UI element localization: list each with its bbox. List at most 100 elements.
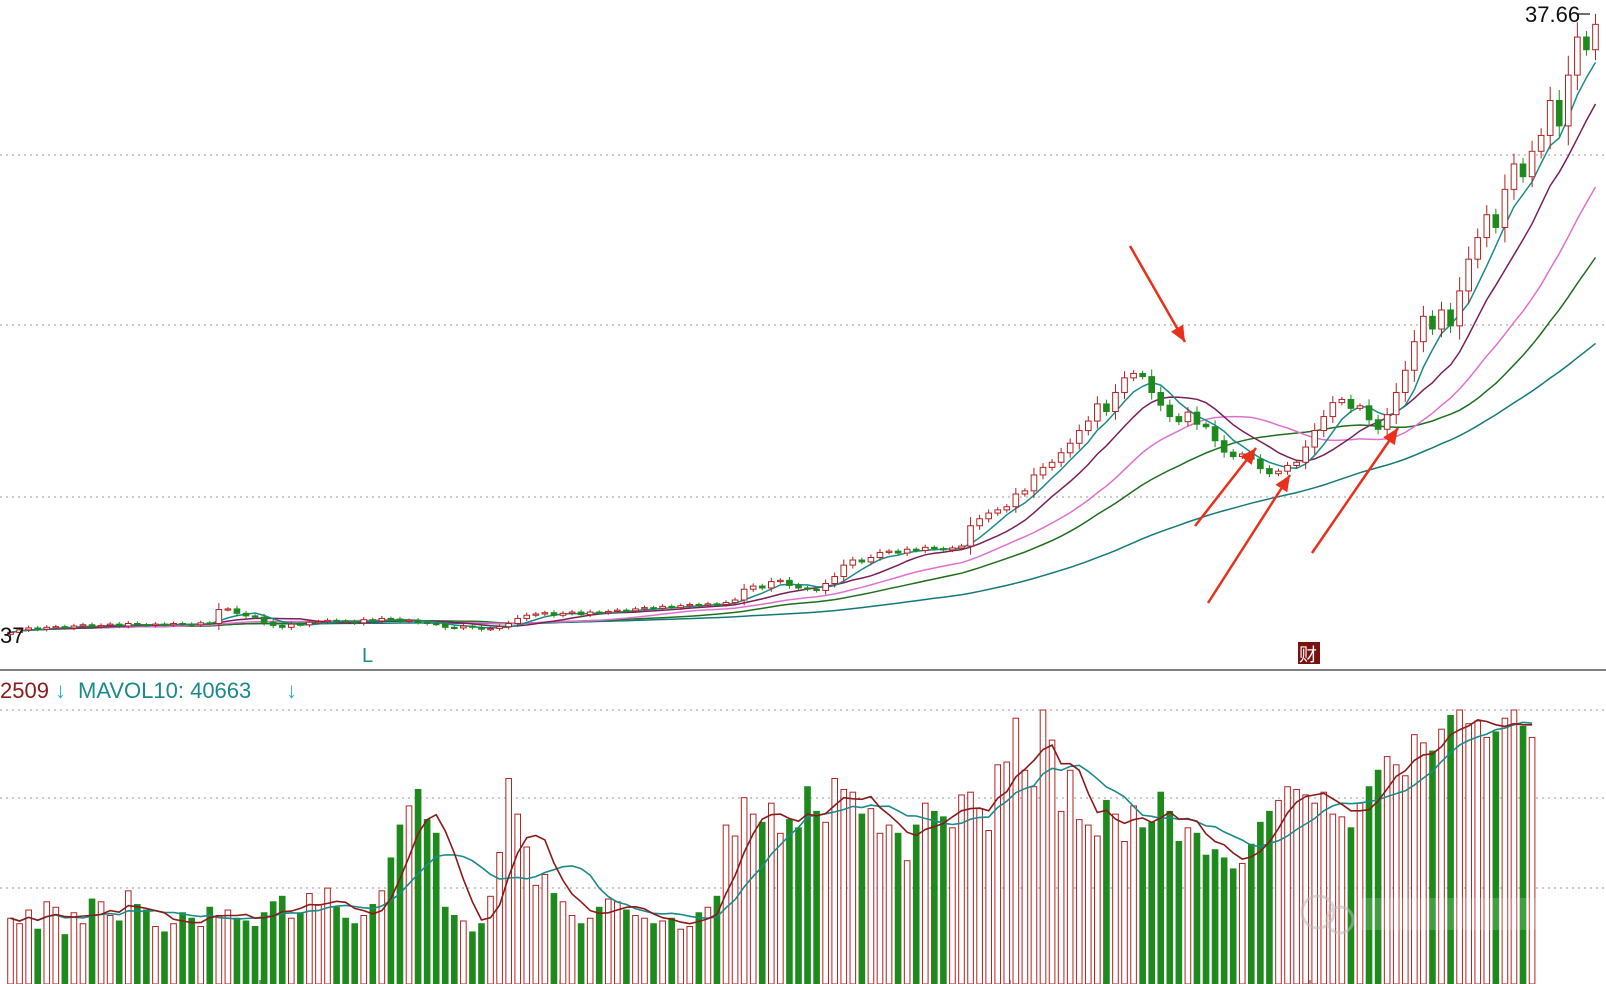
candle-up [1284, 464, 1291, 472]
candle-up [604, 610, 612, 614]
volume-bar-down [451, 915, 458, 984]
volume-bar-up [767, 802, 775, 984]
candle-up [106, 623, 114, 626]
candle-up [1293, 461, 1300, 466]
candle-down [623, 609, 630, 612]
candle-up [1112, 391, 1119, 413]
volume-bar-down [1148, 821, 1155, 984]
high-price-label: 37.66 [1525, 2, 1580, 27]
candle-up [985, 512, 992, 520]
candle-up [1474, 237, 1482, 260]
candle-up [876, 551, 884, 558]
candle-up [976, 518, 983, 527]
candle-up [1184, 411, 1192, 423]
volume-bar-up [1528, 736, 1536, 984]
volume-bar-down [242, 920, 250, 984]
candle-up [79, 624, 87, 627]
candle-up [586, 611, 594, 616]
volume-bar-up [1066, 769, 1074, 984]
candle-up [1592, 23, 1599, 51]
volume-bar-up [749, 813, 757, 984]
candle-up [1003, 506, 1011, 511]
candle-down [396, 618, 404, 622]
volume-bar-up [967, 791, 974, 984]
volume-bar-up [659, 920, 666, 984]
volume-bar-up [1456, 709, 1463, 984]
candle-down [161, 623, 168, 626]
volume-bar-up [903, 860, 911, 984]
volume-bar-down [61, 934, 69, 984]
candle-down [1447, 309, 1454, 327]
candle-up [659, 605, 666, 609]
candle-up [1130, 372, 1137, 379]
volume-bar-down [342, 917, 349, 984]
volume-bar-up [1356, 802, 1364, 984]
candle-up [505, 622, 512, 628]
volume-bar-up [614, 901, 621, 984]
volume-bar-down [695, 912, 703, 984]
candle-up [1537, 134, 1545, 152]
volume-bar-up [405, 805, 413, 984]
candle-down [931, 546, 938, 550]
candle-up [1356, 405, 1364, 409]
volume-bar-up [514, 813, 522, 984]
candle-up [1021, 490, 1029, 495]
volume-bar-up [1302, 794, 1309, 984]
candle-up [306, 621, 313, 626]
candle-up [1012, 493, 1020, 508]
annotation-arrow-head [1275, 475, 1290, 493]
candle-up [831, 576, 839, 585]
volume-bar-up [1501, 717, 1509, 984]
candle-down [333, 619, 340, 623]
volume-bar-down [1139, 827, 1146, 984]
volume-bar-up [867, 808, 875, 984]
candle-down [188, 623, 195, 626]
volume-bar-up [532, 884, 540, 984]
annotation-arrow-shaft [1128, 245, 1187, 343]
candle-up [903, 548, 911, 554]
candle-down [1266, 468, 1273, 475]
candle-down [1175, 416, 1183, 423]
volume-bar-up [677, 928, 685, 984]
candle-up [967, 525, 974, 547]
volume-bar-up [43, 901, 51, 984]
volume-bar-up [1075, 819, 1083, 984]
volume-bar-up [704, 906, 712, 984]
volume-bar-down [1157, 791, 1165, 984]
watermark-logo [1300, 894, 1550, 935]
candle-down [134, 622, 141, 626]
volume-bar-up [170, 923, 177, 984]
volume-bar-down [813, 810, 820, 984]
volume-bar-up [523, 846, 531, 984]
volume-bar-up [106, 915, 114, 984]
volume-bar-down [1519, 725, 1527, 984]
volume-bar-down [1374, 769, 1382, 984]
volume-bar-up [976, 808, 983, 984]
volume-bar-up [315, 904, 322, 984]
volume-bar-up [1121, 841, 1128, 984]
volume-bar-down [940, 816, 947, 984]
candle-down [179, 622, 186, 626]
candle-up [16, 629, 23, 633]
candle-up [958, 545, 965, 549]
candle-down [1157, 391, 1165, 406]
volume-bar-up [215, 915, 223, 984]
cai-badge-label: 财 [1299, 645, 1317, 665]
volume-bar-up [1329, 813, 1337, 984]
candle-down [242, 612, 250, 617]
volume-bar-down [269, 901, 277, 984]
candle-down [1202, 423, 1210, 428]
candle-up [1302, 446, 1309, 463]
candle-up [949, 547, 956, 551]
mavol5-arrow: ↓ [55, 678, 66, 703]
volume-bar-down [713, 895, 721, 984]
candlesticks [7, 13, 1599, 637]
candle-down [713, 603, 721, 606]
candle-up [405, 619, 413, 623]
volume-bar-up [958, 794, 965, 984]
volume-bar-up [1311, 802, 1319, 984]
volume-bar-down [1257, 821, 1264, 984]
candle-down [650, 607, 657, 610]
volume-bar-up [1338, 816, 1346, 984]
volume-bar-down [423, 819, 431, 984]
